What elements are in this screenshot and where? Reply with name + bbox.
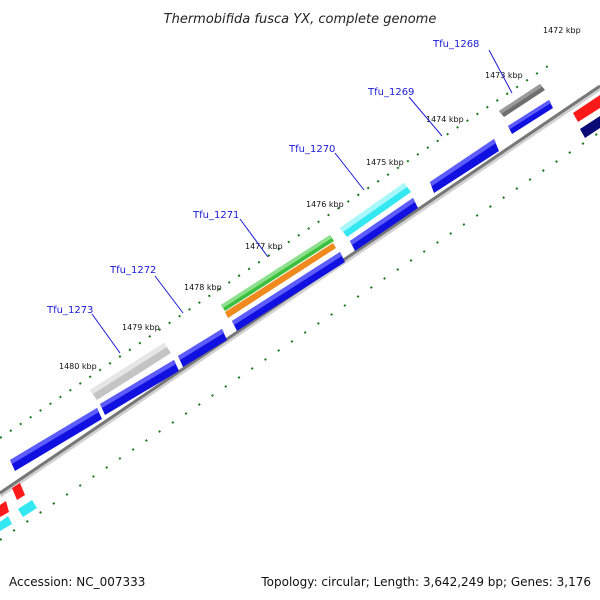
backbone-shadow — [0, 85, 600, 498]
genome-summary-text: Topology: circular; Length: 3,642,249 bp… — [260, 575, 591, 589]
tick-label-1473: 1473 kbp — [485, 71, 523, 80]
outer-ruler — [0, 65, 549, 439]
gene-tfu-1271-alt-bar[interactable] — [225, 243, 336, 318]
gene-bottom-left-red[interactable] — [12, 483, 25, 500]
outer-genes — [0, 84, 545, 531]
gene-label-tfu-1269[interactable]: Tfu_1269 — [367, 87, 414, 98]
gene-label-tfu-1273[interactable]: Tfu_1273 — [46, 305, 93, 316]
tick-label-1476: 1476 kbp — [306, 200, 344, 209]
gene-label-tfu-1271[interactable]: Tfu_1271 — [192, 210, 239, 221]
tick-label-1478: 1478 kbp — [184, 283, 222, 292]
gene-label-tfu-1272[interactable]: Tfu_1272 — [109, 265, 156, 276]
tick-labels: 1472 kbp 1473 kbp 1474 kbp 1475 kbp 1476… — [59, 26, 581, 371]
gene-right-red[interactable] — [573, 95, 600, 122]
leader-lines — [91, 49, 513, 354]
gene-edge-cyan[interactable] — [0, 516, 12, 531]
blue-genes — [10, 100, 553, 471]
gene-labels: Tfu_1268 Tfu_1269 Tfu_1270 Tfu_1271 Tfu_… — [46, 39, 479, 316]
tick-label-1475: 1475 kbp — [366, 158, 404, 167]
gene-label-tfu-1268[interactable]: Tfu_1268 — [432, 39, 479, 50]
tick-label-1477: 1477 kbp — [245, 242, 283, 251]
gene-label-tfu-1270[interactable]: Tfu_1270 — [288, 144, 335, 155]
gene-edge-red[interactable] — [0, 501, 9, 517]
tick-label-1480: 1480 kbp — [59, 362, 97, 371]
tick-label-1474: 1474 kbp — [426, 115, 464, 124]
gene-right-navy[interactable] — [580, 116, 600, 138]
tick-label-1472: 1472 kbp — [543, 26, 581, 35]
map-title: Thermobifida fusca YX, complete genome — [164, 12, 437, 27]
gene-bottom-left-cyan[interactable] — [18, 500, 37, 517]
inner-ruler — [0, 131, 600, 541]
tick-label-1479: 1479 kbp — [122, 323, 160, 332]
accession-text: Accession: NC_007333 — [9, 575, 145, 589]
